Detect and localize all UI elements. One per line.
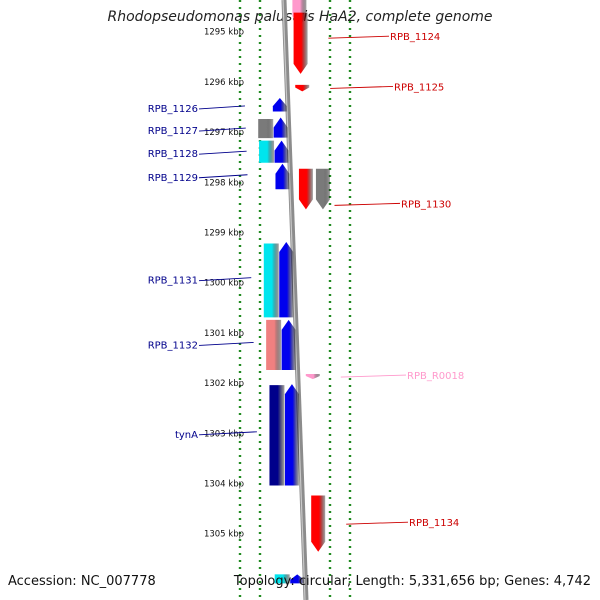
coordinate-ruler: 1295 kbp 1296 kbp 1297 kbp 1298 kbp 1299 kbp…: [204, 28, 244, 540]
gene-feature-blue[interactable]: [275, 163, 290, 190]
label-leader-line: [340, 374, 407, 378]
gene-feature-blue[interactable]: [281, 319, 296, 371]
gene-label-rpb-r0018[interactable]: RPB_R0018: [407, 371, 464, 382]
backbone-highlight: [282, 0, 306, 600]
gene-feature-red[interactable]: [298, 168, 313, 210]
gene-features: [258, 0, 330, 584]
ruler-tick-label: 1304 kbp: [204, 479, 244, 489]
ruler-tick-label: 1295 kbp: [204, 28, 244, 38]
gene-feature-gray[interactable]: [315, 168, 330, 210]
gene-feature-cyan[interactable]: [263, 243, 279, 318]
gene-label-rpb-1131[interactable]: RPB_1131: [148, 276, 198, 287]
ruler-tick-label: 1296 kbp: [204, 78, 244, 88]
label-leader-line: [330, 85, 394, 89]
gene-feature-blue[interactable]: [272, 97, 287, 112]
gene-feature-navy[interactable]: [269, 385, 285, 486]
label-leader-line: [198, 127, 246, 132]
gene-label-rpb-1126[interactable]: RPB_1126: [148, 104, 198, 115]
ruler-tick-label: 1297 kbp: [204, 128, 244, 138]
label-leader-line: [198, 174, 248, 179]
label-leader-line: [198, 277, 252, 282]
label-leader-line: [328, 35, 390, 39]
ruler-tick-label: 1301 kbp: [204, 329, 244, 339]
gene-feature-blue[interactable]: [284, 384, 299, 486]
ruler-tick-label: 1302 kbp: [204, 379, 244, 389]
gene-labels: RPB_1124 RPB_1125 RPB_1126 RPB_1127 RPB_1128…: [148, 32, 465, 529]
gene-feature-blue[interactable]: [274, 140, 289, 163]
gene-feature-salmon[interactable]: [266, 319, 282, 371]
gene-label-rpb-1132[interactable]: RPB_1132: [148, 340, 198, 351]
ruler-tick-label: 1299 kbp: [204, 228, 244, 238]
accession-text: Accession: NC_007778: [8, 574, 156, 589]
gene-feature-cyan[interactable]: [274, 574, 290, 584]
gene-feature-gray[interactable]: [258, 119, 274, 139]
gene-label-rpb-1124[interactable]: RPB_1124: [390, 32, 440, 43]
gene-label-rpb-1127[interactable]: RPB_1127: [148, 126, 198, 137]
track-dot-guides: [238, 0, 352, 600]
gene-feature-cyan[interactable]: [259, 140, 275, 163]
gene-feature-blue[interactable]: [273, 117, 288, 138]
gene-label-tyna[interactable]: tynA: [175, 430, 198, 441]
label-leader-line: [334, 202, 401, 206]
label-leader-line: [198, 341, 254, 346]
gene-label-rpb-1130[interactable]: RPB_1130: [401, 199, 451, 210]
label-leader-line: [198, 431, 257, 436]
genome-backbone: [281, 0, 309, 600]
gene-feature-red[interactable]: [293, 12, 308, 74]
ruler-tick-label: 1305 kbp: [204, 530, 244, 540]
label-leader-line: [198, 105, 245, 110]
label-leader-line: [346, 521, 409, 525]
gene-label-rpb-1125[interactable]: RPB_1125: [394, 82, 444, 93]
label-leader-line: [198, 150, 247, 155]
gene-feature-red[interactable]: [311, 495, 326, 552]
topology-text: Topology: circular; Length: 5,331,656 bp…: [233, 574, 591, 589]
ruler-tick-label: 1303 kbp: [204, 429, 244, 439]
gene-feature-blue[interactable]: [279, 242, 294, 318]
gene-label-rpb-1128[interactable]: RPB_1128: [148, 149, 198, 160]
ruler-tick-label: 1298 kbp: [204, 178, 244, 188]
ruler-tick-label: 1300 kbp: [204, 279, 244, 289]
gene-label-rpb-1134[interactable]: RPB_1134: [409, 518, 459, 529]
gene-feature-red[interactable]: [295, 84, 310, 92]
gene-label-rpb-1129[interactable]: RPB_1129: [148, 173, 198, 184]
gene-feature-pink[interactable]: [305, 374, 320, 380]
gene-feature-blue[interactable]: [290, 574, 305, 584]
